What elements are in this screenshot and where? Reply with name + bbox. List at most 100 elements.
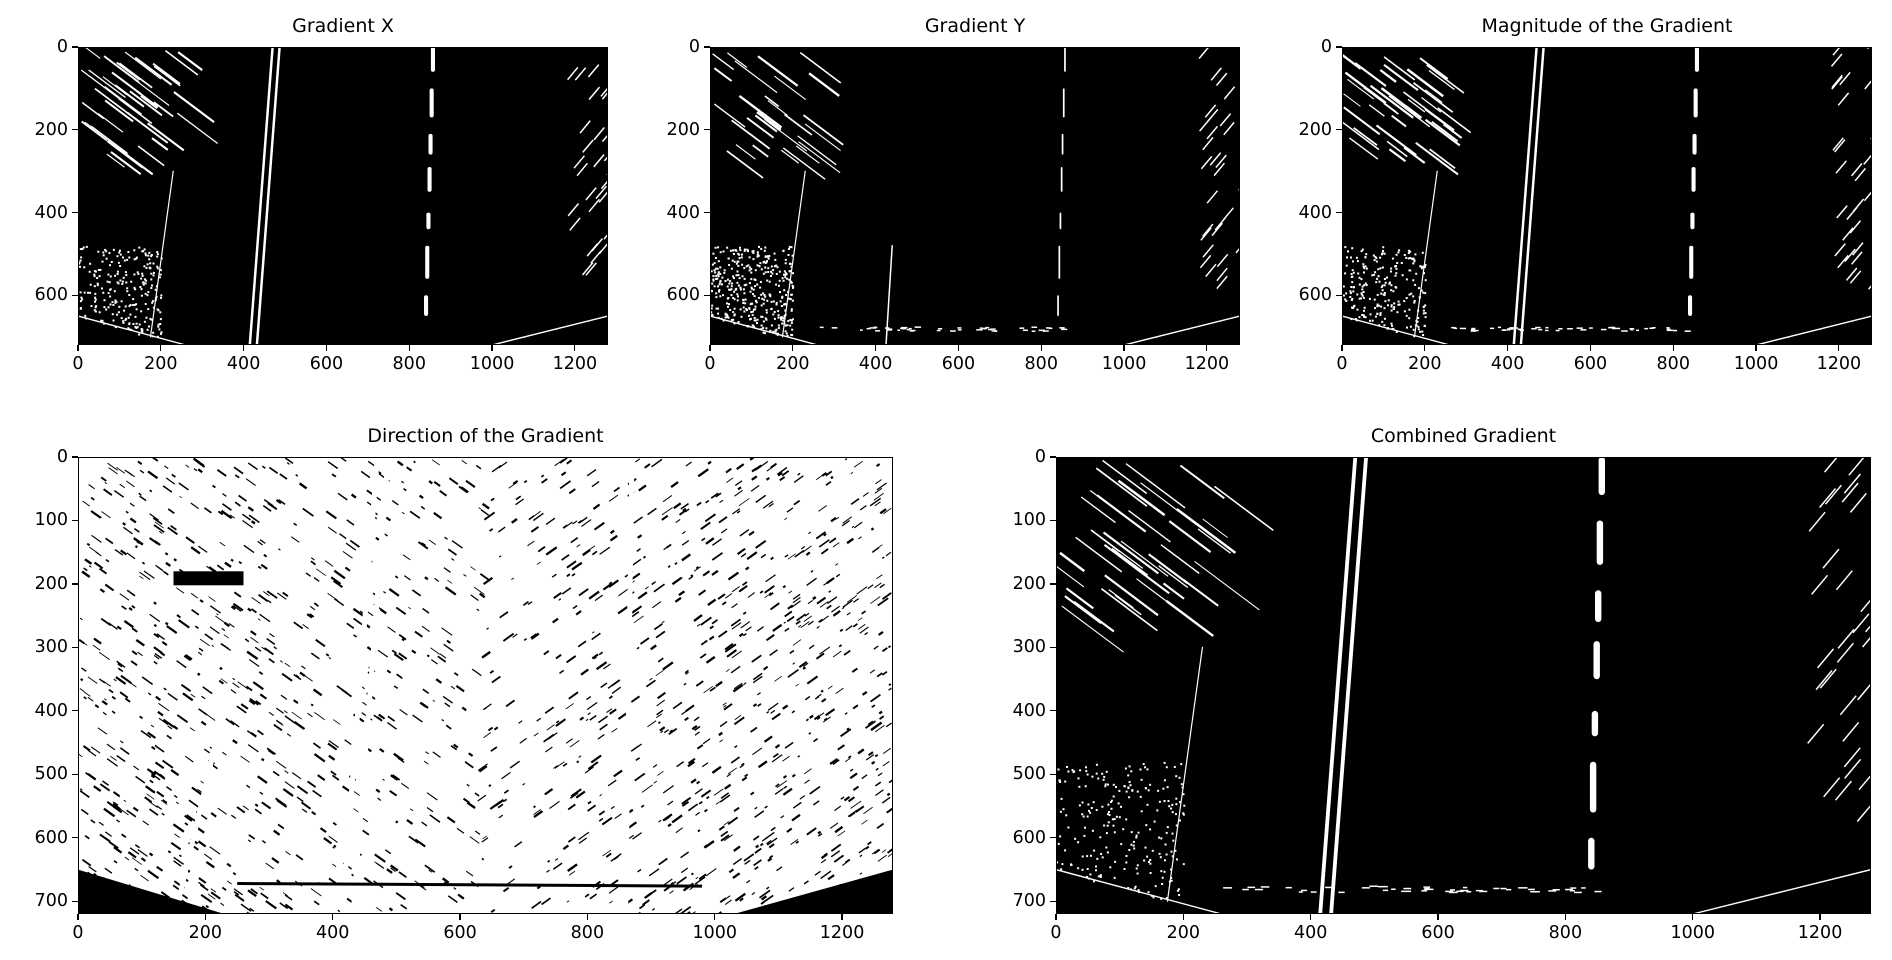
y-tick-label: 200 <box>1298 119 1332 140</box>
x-tick-label: 1200 <box>1797 923 1843 943</box>
x-tick-label: 1200 <box>1184 354 1230 374</box>
edge-pixels <box>710 47 1240 345</box>
x-tick-label: 400 <box>315 923 350 943</box>
x-tick-label: 400 <box>1490 354 1525 374</box>
y-tick-label: 0 <box>56 37 68 57</box>
y-tick <box>704 46 710 48</box>
y-tick-label: 0 <box>688 37 700 57</box>
x-tick-label: 600 <box>941 354 976 374</box>
x-tick <box>841 914 843 920</box>
x-tick-label: 1200 <box>1816 354 1862 374</box>
y-tick-label: 0 <box>1320 37 1332 57</box>
y-tick <box>72 583 78 585</box>
y-tick <box>72 900 78 902</box>
y-tick <box>1050 773 1056 775</box>
y-tick-label: 600 <box>1012 827 1046 848</box>
x-tick-label: 600 <box>1573 354 1608 374</box>
x-tick <box>1437 914 1439 920</box>
y-tick-label: 400 <box>1298 202 1332 223</box>
chart-panel: Magnitude of the Gradient 0 200 400 600 800 10… <box>1299 15 1872 374</box>
y-tick-label: 500 <box>1012 764 1046 785</box>
x-tick <box>491 345 493 351</box>
x-tick <box>1341 345 1343 351</box>
y-tick-label: 600 <box>666 285 700 306</box>
y-tick <box>72 46 78 48</box>
x-tick <box>1672 345 1674 351</box>
x-tick-label: 800 <box>570 923 605 943</box>
x-tick <box>408 345 410 351</box>
x-tick <box>77 914 79 920</box>
y-tick-label: 500 <box>34 764 68 785</box>
y-tick <box>1336 294 1342 296</box>
x-tick <box>160 345 162 351</box>
y-tick <box>1050 583 1056 585</box>
x-tick-label: 200 <box>188 923 223 943</box>
y-tick <box>1336 46 1342 48</box>
edge-pixels <box>1342 47 1872 345</box>
x-tick <box>574 345 576 351</box>
x-tick-label: 0 <box>704 354 716 374</box>
x-tick-label: 800 <box>1548 923 1583 943</box>
y-tick <box>72 837 78 839</box>
x-tick <box>1692 914 1694 920</box>
x-tick-label: 1000 <box>469 354 515 374</box>
x-tick-label: 1200 <box>819 923 865 943</box>
y-tick-label: 100 <box>34 510 68 531</box>
x-tick-label: 600 <box>1421 923 1455 943</box>
edge-image <box>1342 47 1872 345</box>
y-tick <box>72 710 78 712</box>
y-tick-label: 400 <box>666 202 700 223</box>
x-tick-label: 400 <box>858 354 893 374</box>
x-tick <box>1040 345 1042 351</box>
y-tick <box>704 211 710 214</box>
direction-pixels <box>78 457 893 914</box>
y-tick <box>72 129 78 131</box>
y-tick <box>1336 211 1342 214</box>
x-tick <box>1055 914 1057 920</box>
x-tick <box>1424 345 1426 351</box>
x-tick <box>957 345 960 351</box>
y-tick-label: 300 <box>34 637 68 658</box>
x-tick-label: 1000 <box>1101 354 1147 374</box>
edge-image <box>710 47 1240 345</box>
y-tick <box>704 294 710 296</box>
x-tick-label: 600 <box>309 354 344 374</box>
y-tick <box>72 773 78 775</box>
x-tick-label: 0 <box>72 354 84 374</box>
chart-title: Magnitude of the Gradient <box>1481 15 1733 37</box>
x-tick <box>709 345 711 351</box>
chart-panel: Combined Gradient 0 200 400 600 800 1000 1200 0 1… <box>1013 425 1871 943</box>
y-tick-label: 400 <box>34 202 68 223</box>
y-tick <box>1050 456 1056 458</box>
x-tick-label: 0 <box>1050 923 1062 943</box>
y-tick <box>72 294 78 296</box>
edge-pixels <box>78 47 608 345</box>
y-tick-label: 600 <box>34 827 68 848</box>
y-tick-label: 600 <box>1298 285 1332 306</box>
y-tick-label: 0 <box>56 447 68 467</box>
chart-panel: Direction of the Gradient 0 200 400 600 800 10… <box>35 425 893 943</box>
y-tick-label: 200 <box>1012 573 1046 594</box>
x-tick-label: 600 <box>443 923 477 943</box>
y-tick <box>1050 519 1056 522</box>
x-tick-label: 200 <box>1166 923 1201 943</box>
y-tick <box>1050 837 1056 839</box>
x-tick-label: 200 <box>144 354 178 374</box>
y-tick-label: 400 <box>1012 700 1046 721</box>
x-tick <box>1564 914 1566 920</box>
x-tick-label: 800 <box>1024 354 1058 374</box>
plot-area <box>78 47 608 345</box>
x-tick <box>1589 345 1592 351</box>
edge-pixels <box>1056 457 1871 914</box>
x-tick <box>1507 345 1509 351</box>
chart-title: Direction of the Gradient <box>367 425 604 447</box>
x-tick-label: 1200 <box>552 354 598 374</box>
x-tick <box>325 345 328 351</box>
y-tick-label: 200 <box>34 119 68 140</box>
x-tick <box>1310 914 1312 920</box>
plot-area <box>710 47 1240 345</box>
x-tick-label: 800 <box>1656 354 1690 374</box>
y-tick <box>1050 900 1056 902</box>
x-tick-label: 200 <box>1408 354 1442 374</box>
y-tick <box>1050 646 1056 648</box>
